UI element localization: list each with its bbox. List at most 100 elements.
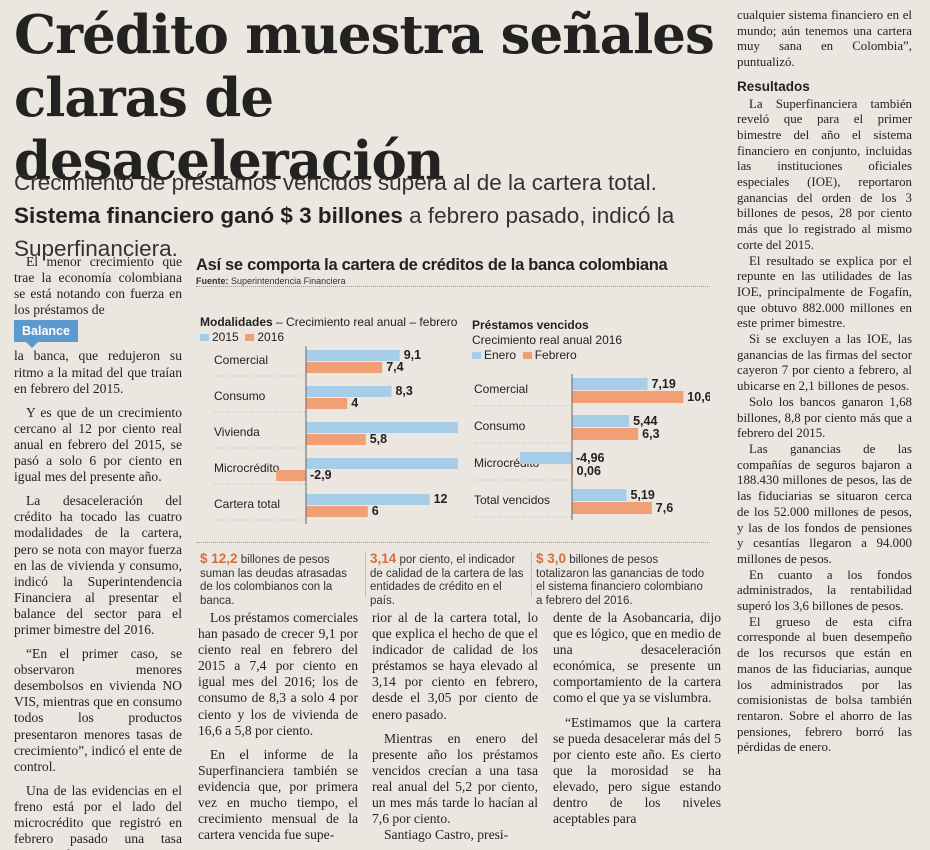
article-column-5: cualquier sistema financiero en el mundo… (737, 8, 912, 756)
legend-swatch-2016 (245, 334, 255, 341)
bar-2015 (306, 458, 458, 469)
legend-label-2016: 2016 (257, 330, 285, 344)
source-name: Superintendencia Financiera (231, 276, 346, 286)
infographic-source: Fuente: Superintendencia Financiera (196, 276, 710, 286)
chart1-title: Modalidades (200, 315, 273, 329)
summary-divider (365, 552, 366, 597)
bar-Febrero (572, 502, 652, 514)
data-label: 0,06 (577, 464, 601, 478)
paragraph: En el informe de la Superfinanciera tamb… (198, 746, 358, 843)
category-label: Comercial (214, 353, 268, 367)
bar-2015 (306, 350, 400, 361)
data-label: -2,9 (310, 468, 332, 482)
bar-2016 (276, 470, 306, 481)
section-badge: Balance (14, 320, 78, 349)
summary-3-text: billones de pesos totalizaron las gananc… (536, 554, 705, 607)
bar-Febrero (572, 391, 684, 403)
chart1-legend-2016: 2016 (245, 330, 284, 344)
paragraph: Si se excluyen a las IOE, las ganancias … (737, 332, 912, 394)
paragraph: Mientras en enero del presente año los p… (372, 730, 538, 827)
bar-2015 (306, 386, 392, 397)
article-column-4: dente de la Asobancaria, dijo que es lóg… (553, 610, 721, 827)
data-label: 7,19 (651, 377, 675, 391)
section-badge-wrap: Balance (14, 320, 182, 349)
article-headline: Crédito muestra señales claras de desace… (14, 4, 715, 192)
category-label: Consumo (474, 419, 526, 433)
subtitle-part2: a febrero pasado, indicó la Superfinanci… (14, 203, 675, 261)
chart2-header: Préstamos vencidos Crecimiento real anua… (472, 318, 710, 363)
bar-Enero (519, 452, 572, 464)
category-label: Consumo (214, 389, 266, 403)
data-label: 5,19 (630, 488, 654, 502)
paragraph: Y es que de un crecimiento cercano al 12… (14, 404, 182, 485)
data-label: -4,96 (576, 451, 605, 465)
data-label: 6 (372, 504, 379, 518)
chart2-title: Préstamos vencidos (472, 318, 589, 332)
bar-Enero (572, 489, 627, 501)
paragraph: Las ganancias de las compañías de seguro… (737, 441, 912, 566)
data-label: 8,3 (395, 384, 412, 398)
data-label: 12 (434, 492, 448, 506)
data-label: 4 (351, 396, 358, 410)
chart2-legend-febrero: Febrero (522, 348, 577, 362)
legend-label-2015: 2015 (212, 330, 239, 344)
legend-swatch-febrero (522, 352, 532, 359)
infographic-title: Así se comporta la cartera de créditos d… (196, 256, 668, 274)
article-subtitle: Crecimiento de préstamos vencidos supera… (14, 166, 714, 265)
legend-swatch-enero (472, 352, 481, 359)
chart2-subtitle: Crecimiento real anual 2016 (472, 333, 623, 347)
summary-1: $ 12,2 billones de pesos suman las deuda… (200, 552, 360, 608)
data-label: 5,44 (633, 414, 657, 428)
paragraph: La Superfinanciera también reveló que pa… (737, 96, 912, 252)
summary-2: 3,14 por ciento, el indicador de calidad… (370, 552, 526, 608)
bar-2015 (306, 494, 430, 505)
infographic: Así se comporta la cartera de créditos d… (196, 256, 710, 608)
paragraph: Los préstamos comerciales han pasado de … (198, 610, 358, 738)
paragraph: rior al de la cartera total, lo que expl… (372, 610, 538, 722)
chart2-legend-enero: Enero (472, 348, 516, 362)
divider (196, 542, 710, 543)
paragraph: Una de las evidencias en el freno está p… (14, 782, 182, 850)
paragraph: cualquier sistema financiero en el mundo… (737, 8, 912, 70)
summary-2-value: 3,14 (370, 551, 397, 566)
article-column-1: El menor crecimiento que trae la economí… (14, 254, 182, 850)
bar-2015 (306, 422, 458, 433)
paragraph: Santiago Castro, presi- (384, 827, 509, 843)
chart1-legend-2015: 2015 (200, 330, 239, 344)
article-column-2: Los préstamos comerciales han pasado de … (198, 610, 358, 843)
data-label: 9,1 (404, 348, 421, 362)
category-label: Microcrédito (214, 461, 280, 475)
category-label: Cartera total (214, 497, 280, 511)
bar-2016 (306, 398, 348, 409)
summary-3-value: $ 3,0 (536, 551, 567, 566)
data-label: 5,8 (370, 432, 387, 446)
divider (196, 286, 710, 287)
legend-label-febrero: Febrero (534, 348, 577, 362)
source-label: Fuente: (196, 276, 229, 286)
subtitle-bold: Sistema financiero ganó $ 3 billones (14, 203, 403, 228)
paragraph: El resultado se explica por el repunte e… (737, 253, 912, 331)
bar-2016 (306, 362, 383, 373)
category-label: Total vencidos (474, 493, 550, 507)
legend-swatch-2015 (200, 334, 209, 341)
paragraph: El menor crecimiento que trae la economí… (14, 254, 182, 318)
paragraph: “En el primer caso, se observaron menore… (14, 646, 182, 774)
category-label: Comercial (474, 382, 528, 396)
subtitle-part1: Crecimiento de préstamos vencidos supera… (14, 170, 657, 195)
bar-Febrero (572, 428, 639, 440)
paragraph: La desaceleración del crédito ha tocado … (14, 493, 182, 637)
data-label: 7,6 (656, 501, 673, 515)
bar-2016 (306, 434, 366, 445)
summary-divider (531, 552, 532, 597)
bar-2016 (306, 506, 368, 517)
data-label: 6,3 (642, 427, 659, 441)
summary-1-value: $ 12,2 (200, 551, 238, 566)
bar-Enero (572, 415, 630, 427)
article-column-3: rior al de la cartera total, lo que expl… (372, 610, 538, 843)
chart1-header: Modalidades – Crecimiento real anual – f… (200, 315, 458, 344)
paragraph: En cuanto a los fondos administrados, la… (737, 567, 912, 614)
chart1-svg: Comercial9,17,4Consumo8,34Vivienda16,65,… (214, 346, 458, 524)
paragraph: la banca, que redujeron su ritmo a la mi… (14, 348, 182, 396)
paragraph: El grueso de esta cifra corresponde al b… (737, 614, 912, 755)
